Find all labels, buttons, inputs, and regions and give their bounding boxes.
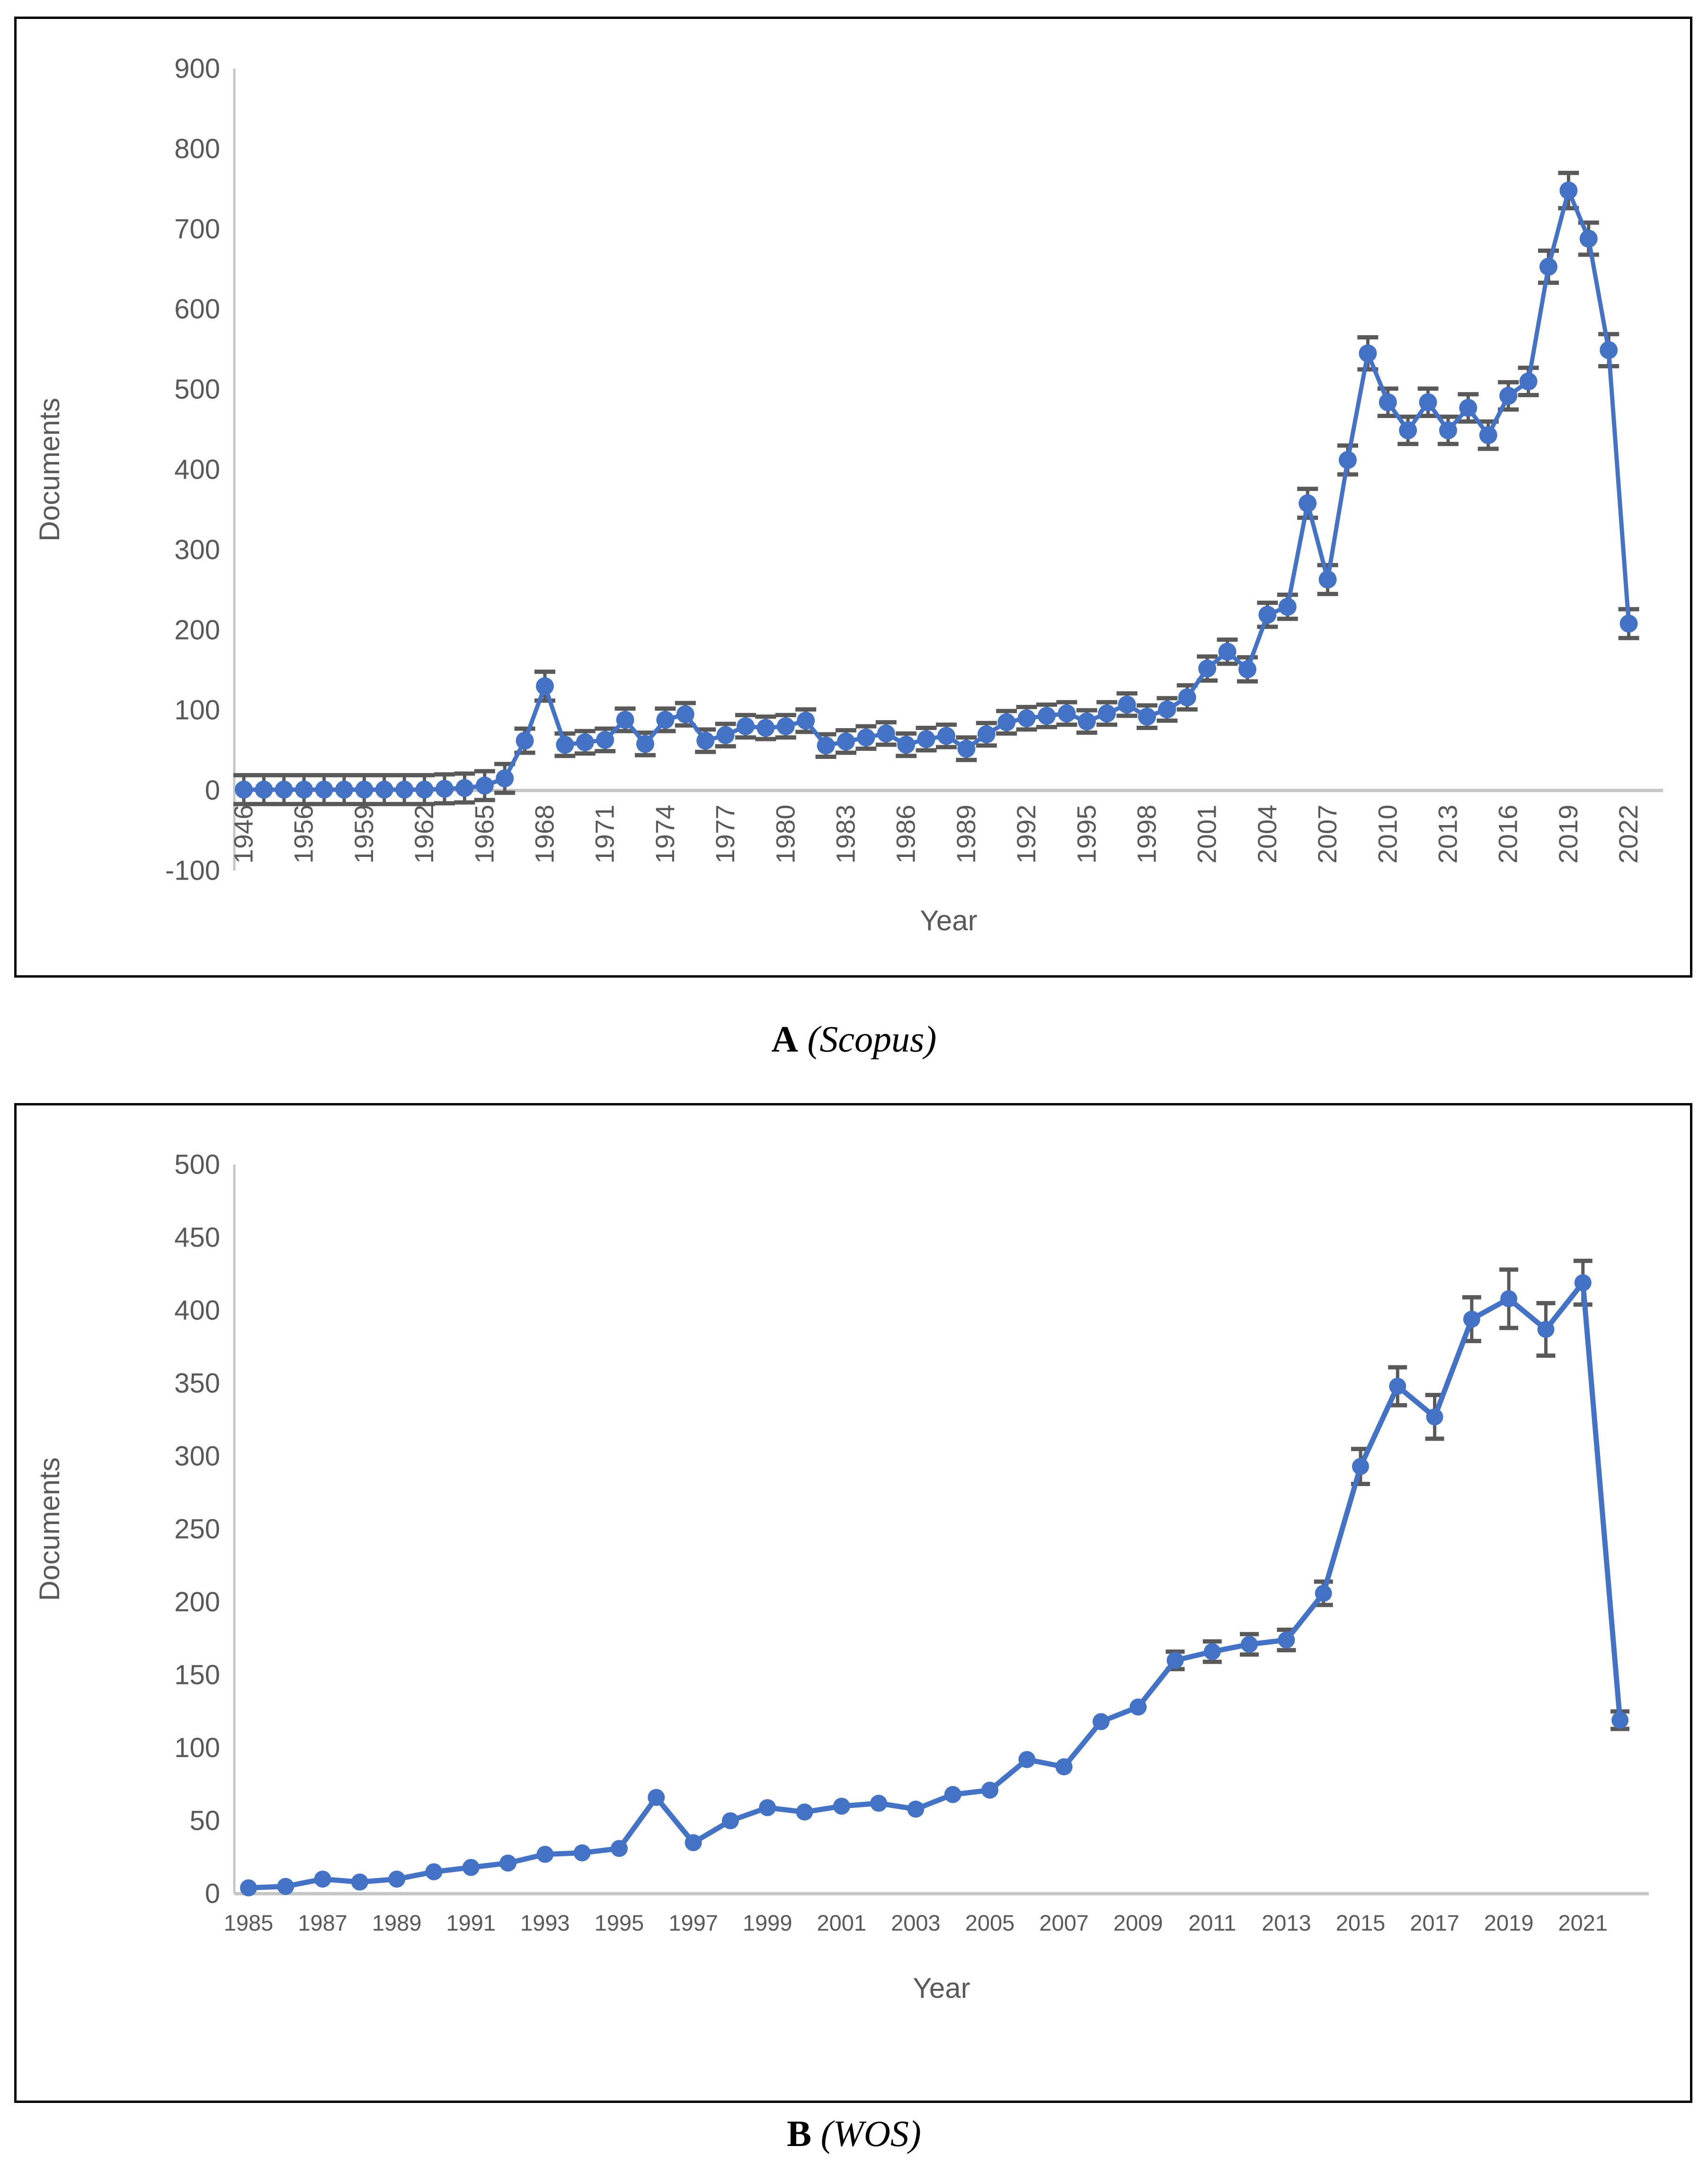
svg-text:2001: 2001 xyxy=(1192,805,1222,864)
svg-text:1986: 1986 xyxy=(891,805,921,864)
svg-text:450: 450 xyxy=(174,1222,220,1253)
scopus-line-chart: 900 800 700 600 500 400 300 200 100 0 -100 1946 1956… xyxy=(34,53,1663,936)
svg-text:1995: 1995 xyxy=(1071,805,1101,864)
svg-text:2019: 2019 xyxy=(1553,805,1583,864)
chart-panel-a: 900 800 700 600 500 400 300 200 100 0 -100 1946 1956… xyxy=(14,17,1692,978)
svg-text:1977: 1977 xyxy=(710,805,740,864)
svg-text:700: 700 xyxy=(174,214,220,244)
svg-text:Year: Year xyxy=(913,1972,970,2004)
svg-text:1971: 1971 xyxy=(590,805,620,864)
svg-text:1998: 1998 xyxy=(1131,805,1161,864)
svg-text:2003: 2003 xyxy=(891,1910,941,1935)
svg-text:500: 500 xyxy=(174,1149,220,1180)
svg-text:0: 0 xyxy=(205,1879,220,1909)
caption-a-letter: A xyxy=(771,1018,798,1060)
svg-text:1989: 1989 xyxy=(372,1910,422,1935)
svg-text:2016: 2016 xyxy=(1493,805,1523,864)
svg-text:1985: 1985 xyxy=(224,1910,274,1935)
svg-text:1946: 1946 xyxy=(228,805,258,864)
chart-panel-b: 500 450 400 350 300 250 200 150 100 50 0 1985 1987 19… xyxy=(14,1103,1692,2103)
svg-text:1974: 1974 xyxy=(650,805,680,864)
caption-b-letter: B xyxy=(787,2113,812,2154)
svg-text:1980: 1980 xyxy=(770,805,800,864)
svg-text:1995: 1995 xyxy=(595,1910,644,1935)
svg-text:2019: 2019 xyxy=(1484,1910,1534,1935)
svg-text:2005: 2005 xyxy=(965,1910,1015,1935)
svg-text:300: 300 xyxy=(174,534,220,565)
svg-text:1962: 1962 xyxy=(409,805,439,864)
svg-text:300: 300 xyxy=(174,1441,220,1472)
svg-text:1997: 1997 xyxy=(668,1910,718,1935)
svg-text:150: 150 xyxy=(174,1660,220,1691)
svg-text:500: 500 xyxy=(174,374,220,405)
svg-text:1987: 1987 xyxy=(298,1910,347,1935)
svg-text:100: 100 xyxy=(174,1733,220,1763)
svg-text:600: 600 xyxy=(174,294,220,325)
caption-a-space xyxy=(798,1018,808,1060)
svg-text:2013: 2013 xyxy=(1262,1910,1311,1935)
svg-text:2021: 2021 xyxy=(1558,1910,1608,1935)
svg-text:50: 50 xyxy=(189,1806,220,1836)
svg-text:2007: 2007 xyxy=(1039,1910,1089,1935)
svg-text:1991: 1991 xyxy=(446,1910,496,1935)
svg-text:Documents: Documents xyxy=(34,398,65,541)
svg-text:2007: 2007 xyxy=(1312,805,1342,864)
svg-text:400: 400 xyxy=(174,1295,220,1326)
caption-b-space xyxy=(811,2113,821,2154)
svg-text:2001: 2001 xyxy=(817,1910,867,1935)
svg-text:1983: 1983 xyxy=(830,805,860,864)
svg-text:2013: 2013 xyxy=(1432,805,1462,864)
svg-text:1993: 1993 xyxy=(520,1910,570,1935)
svg-text:2017: 2017 xyxy=(1410,1910,1459,1935)
svg-text:900: 900 xyxy=(174,53,220,84)
svg-text:1956: 1956 xyxy=(289,805,319,864)
caption-b: B (WOS) xyxy=(0,2112,1708,2155)
svg-text:2010: 2010 xyxy=(1372,805,1402,864)
svg-text:200: 200 xyxy=(174,614,220,645)
svg-text:250: 250 xyxy=(174,1514,220,1545)
svg-text:2022: 2022 xyxy=(1613,805,1643,864)
svg-text:2004: 2004 xyxy=(1252,805,1282,864)
svg-text:1989: 1989 xyxy=(951,805,981,864)
caption-b-source: (WOS) xyxy=(820,2113,921,2154)
svg-text:1959: 1959 xyxy=(349,805,379,864)
caption-a: A (Scopus) xyxy=(0,1018,1708,1060)
svg-text:1992: 1992 xyxy=(1011,805,1041,864)
svg-text:100: 100 xyxy=(174,695,220,726)
svg-text:2011: 2011 xyxy=(1188,1910,1236,1935)
svg-text:1965: 1965 xyxy=(469,805,499,864)
svg-text:400: 400 xyxy=(174,454,220,485)
svg-text:1999: 1999 xyxy=(743,1910,792,1935)
svg-text:-100: -100 xyxy=(165,855,220,886)
svg-text:800: 800 xyxy=(174,134,220,164)
caption-a-source: (Scopus) xyxy=(807,1018,937,1060)
svg-text:200: 200 xyxy=(174,1587,220,1618)
svg-text:350: 350 xyxy=(174,1368,220,1399)
svg-text:2015: 2015 xyxy=(1336,1910,1386,1935)
svg-text:Year: Year xyxy=(920,905,977,936)
svg-text:Documents: Documents xyxy=(34,1457,65,1601)
svg-text:2009: 2009 xyxy=(1113,1910,1163,1935)
svg-text:0: 0 xyxy=(205,775,220,806)
svg-text:1968: 1968 xyxy=(529,805,559,864)
